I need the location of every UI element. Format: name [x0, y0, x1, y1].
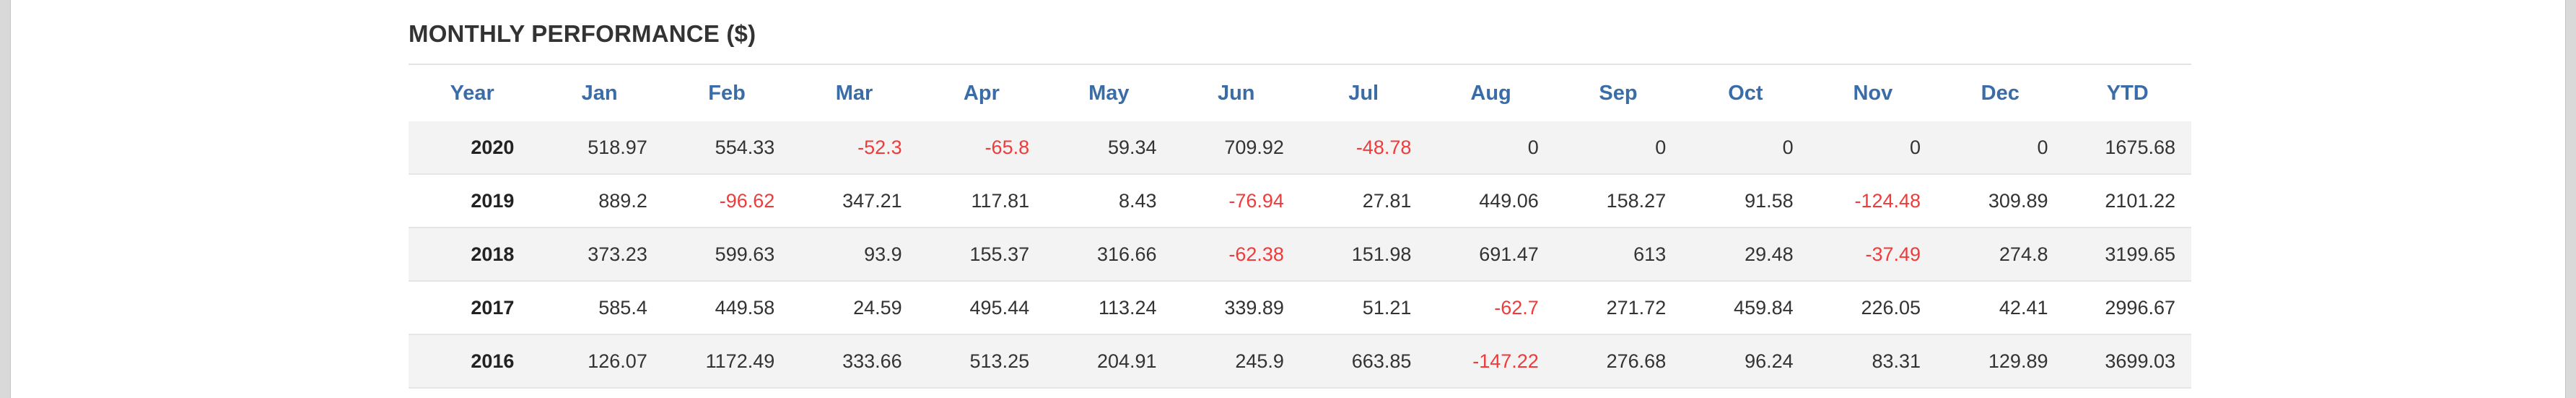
value-cell: 513.25	[917, 334, 1046, 389]
title-divider	[409, 64, 2191, 65]
value-cell: 347.21	[790, 174, 918, 228]
value-cell: 117.81	[917, 174, 1046, 228]
value-cell: 96.24	[1682, 334, 1809, 389]
value-cell: 27.81	[1299, 174, 1428, 228]
header-jul: Jul	[1348, 81, 1379, 105]
monthly-performance-panel: MONTHLY PERFORMANCE ($) Year Jan Feb Mar…	[409, 16, 2191, 389]
value-cell: 373.23	[536, 228, 663, 282]
value-cell: 333.66	[790, 334, 918, 389]
header-mar: Mar	[835, 81, 873, 105]
value-cell: 271.72	[1554, 281, 1682, 335]
table-row: 2020 518.97 554.33 -52.3 -65.8 59.34 709…	[409, 121, 2191, 175]
header-oct: Oct	[1728, 81, 1763, 105]
table-row: 2016 126.07 1172.49 333.66 513.25 204.91…	[409, 334, 2191, 389]
year-cell: 2018	[409, 228, 536, 282]
value-cell: 889.2	[536, 174, 663, 228]
value-cell: -76.94	[1172, 174, 1300, 228]
value-cell: 309.89	[1937, 174, 2064, 228]
value-cell: 0	[1554, 121, 1682, 175]
header-dec: Dec	[1981, 81, 2020, 105]
value-cell: 518.97	[536, 121, 663, 175]
value-cell: 129.89	[1937, 334, 2064, 389]
header-ytd: YTD	[2106, 81, 2149, 105]
year-cell: 2019	[409, 174, 536, 228]
value-cell: 495.44	[917, 281, 1046, 335]
value-cell: 204.91	[1045, 334, 1173, 389]
value-cell: -48.78	[1299, 121, 1428, 175]
value-cell: 274.8	[1937, 228, 2064, 282]
value-cell: 51.21	[1299, 281, 1428, 335]
value-cell: 449.58	[663, 281, 791, 335]
header-nov: Nov	[1853, 81, 1893, 105]
header-feb: Feb	[708, 81, 746, 105]
header-jan: Jan	[581, 81, 618, 105]
value-cell: 691.47	[1427, 228, 1555, 282]
value-cell: 158.27	[1554, 174, 1682, 228]
value-cell: 93.9	[790, 228, 918, 282]
ytd-cell: 1675.68	[2064, 121, 2191, 175]
value-cell: -65.8	[917, 121, 1046, 175]
value-cell: 449.06	[1427, 174, 1555, 228]
year-cell: 2020	[409, 121, 536, 175]
value-cell: 585.4	[536, 281, 663, 335]
table-row: 2018 373.23 599.63 93.9 155.37 316.66 -6…	[409, 228, 2191, 282]
value-cell: -96.62	[663, 174, 791, 228]
table-row: 2019 889.2 -96.62 347.21 117.81 8.43 -76…	[409, 174, 2191, 228]
ytd-cell: 3699.03	[2064, 334, 2191, 389]
value-cell: 0	[1427, 121, 1555, 175]
value-cell: 554.33	[663, 121, 791, 175]
value-cell: 276.68	[1554, 334, 1682, 389]
value-cell: 59.34	[1045, 121, 1173, 175]
header-apr: Apr	[963, 81, 1000, 105]
value-cell: 339.89	[1172, 281, 1300, 335]
value-cell: -147.22	[1427, 334, 1555, 389]
year-cell: 2017	[409, 281, 536, 335]
value-cell: 113.24	[1045, 281, 1173, 335]
value-cell: 42.41	[1937, 281, 2064, 335]
value-cell: -124.48	[1809, 174, 1937, 228]
value-cell: 599.63	[663, 228, 791, 282]
header-row: Year Jan Feb Mar Apr May Jun Jul Aug Sep…	[409, 65, 2191, 121]
header-aug: Aug	[1470, 81, 1511, 105]
value-cell: 226.05	[1809, 281, 1937, 335]
value-cell: 126.07	[536, 334, 663, 389]
section-title: MONTHLY PERFORMANCE ($)	[409, 20, 756, 47]
value-cell: 663.85	[1299, 334, 1428, 389]
table-row: 2017 585.4 449.58 24.59 495.44 113.24 33…	[409, 281, 2191, 335]
value-cell: 0	[1682, 121, 1809, 175]
value-cell: -62.7	[1427, 281, 1555, 335]
value-cell: 0	[1937, 121, 2064, 175]
value-cell: 459.84	[1682, 281, 1809, 335]
value-cell: 709.92	[1172, 121, 1300, 175]
value-cell: 83.31	[1809, 334, 1937, 389]
performance-table: Year Jan Feb Mar Apr May Jun Jul Aug Sep…	[409, 65, 2191, 389]
header-sep: Sep	[1599, 81, 1638, 105]
value-cell: 29.48	[1682, 228, 1809, 282]
value-cell: 8.43	[1045, 174, 1173, 228]
value-cell: 0	[1809, 121, 1937, 175]
header-may: May	[1088, 81, 1130, 105]
ytd-cell: 2996.67	[2064, 281, 2191, 335]
value-cell: 151.98	[1299, 228, 1428, 282]
value-cell: 91.58	[1682, 174, 1809, 228]
value-cell: -62.38	[1172, 228, 1300, 282]
value-cell: 316.66	[1045, 228, 1173, 282]
ytd-cell: 2101.22	[2064, 174, 2191, 228]
header-year: Year	[450, 81, 494, 105]
value-cell: 613	[1554, 228, 1682, 282]
value-cell: 155.37	[917, 228, 1046, 282]
value-cell: 245.9	[1172, 334, 1300, 389]
value-cell: -52.3	[790, 121, 918, 175]
value-cell: 24.59	[790, 281, 918, 335]
value-cell: -37.49	[1809, 228, 1937, 282]
value-cell: 1172.49	[663, 334, 791, 389]
year-cell: 2016	[409, 334, 536, 389]
ytd-cell: 3199.65	[2064, 228, 2191, 282]
header-jun: Jun	[1217, 81, 1255, 105]
right-window-edge	[2565, 0, 2576, 398]
left-window-edge	[0, 0, 11, 398]
